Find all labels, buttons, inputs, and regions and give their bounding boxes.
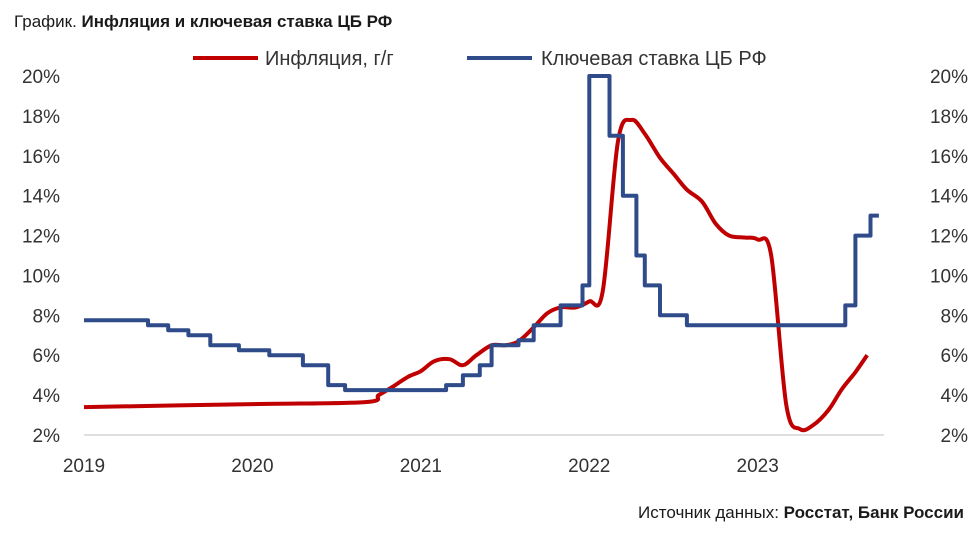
y-tick-right: 8% bbox=[941, 306, 969, 327]
source-note: Источник данных: Росстат, Банк России bbox=[638, 503, 964, 523]
x-tick: 2019 bbox=[63, 456, 105, 477]
chart: Инфляция, г/г Ключевая ставка ЦБ РФ 2% 4% 6… bbox=[22, 48, 968, 477]
y-tick-right: 16% bbox=[930, 147, 968, 168]
y-tick-right: 18% bbox=[930, 107, 968, 128]
chart-title: График. Инфляция и ключевая ставка ЦБ РФ bbox=[14, 12, 392, 32]
y-tick-left: 6% bbox=[33, 346, 61, 367]
title-prefix: График. bbox=[14, 12, 77, 31]
x-tick: 2021 bbox=[400, 456, 442, 477]
y-axis-right: 2% 4% 6% 8% 10% 12% 14% 16% 18% 20% bbox=[930, 67, 968, 447]
x-axis: 2019 2020 2021 2022 2023 bbox=[63, 434, 884, 477]
title-main: Инфляция и ключевая ставка ЦБ РФ bbox=[81, 12, 393, 31]
y-tick-left: 2% bbox=[33, 426, 61, 447]
source-value: Росстат, Банк России bbox=[783, 503, 964, 522]
y-tick-right: 6% bbox=[941, 346, 969, 367]
y-tick-right: 2% bbox=[941, 426, 969, 447]
y-tick-right: 4% bbox=[941, 386, 969, 407]
source-prefix: Источник данных: bbox=[638, 503, 779, 522]
y-tick-left: 4% bbox=[33, 386, 61, 407]
y-tick-left: 8% bbox=[33, 306, 61, 327]
y-tick-right: 12% bbox=[930, 227, 968, 248]
y-tick-right: 10% bbox=[930, 266, 968, 287]
series-line-2 bbox=[84, 74, 879, 393]
x-tick: 2022 bbox=[568, 456, 610, 477]
y-tick-left: 16% bbox=[22, 147, 60, 168]
legend-label-1: Инфляция, г/г bbox=[265, 48, 394, 70]
y-axis-left: 2% 4% 6% 8% 10% 12% 14% 16% 18% 20% bbox=[22, 67, 60, 447]
legend: Инфляция, г/г Ключевая ставка ЦБ РФ bbox=[193, 48, 767, 70]
y-tick-right: 14% bbox=[930, 187, 968, 208]
y-tick-right: 20% bbox=[930, 67, 968, 88]
y-tick-left: 18% bbox=[22, 107, 60, 128]
legend-label-2: Ключевая ставка ЦБ РФ bbox=[541, 48, 767, 70]
series-line-1 bbox=[83, 117, 869, 433]
series-layer bbox=[83, 74, 879, 433]
y-tick-left: 10% bbox=[22, 266, 60, 287]
x-tick: 2020 bbox=[231, 456, 273, 477]
y-tick-left: 12% bbox=[22, 227, 60, 248]
y-tick-left: 14% bbox=[22, 187, 60, 208]
x-tick: 2023 bbox=[737, 456, 779, 477]
y-tick-left: 20% bbox=[22, 67, 60, 88]
